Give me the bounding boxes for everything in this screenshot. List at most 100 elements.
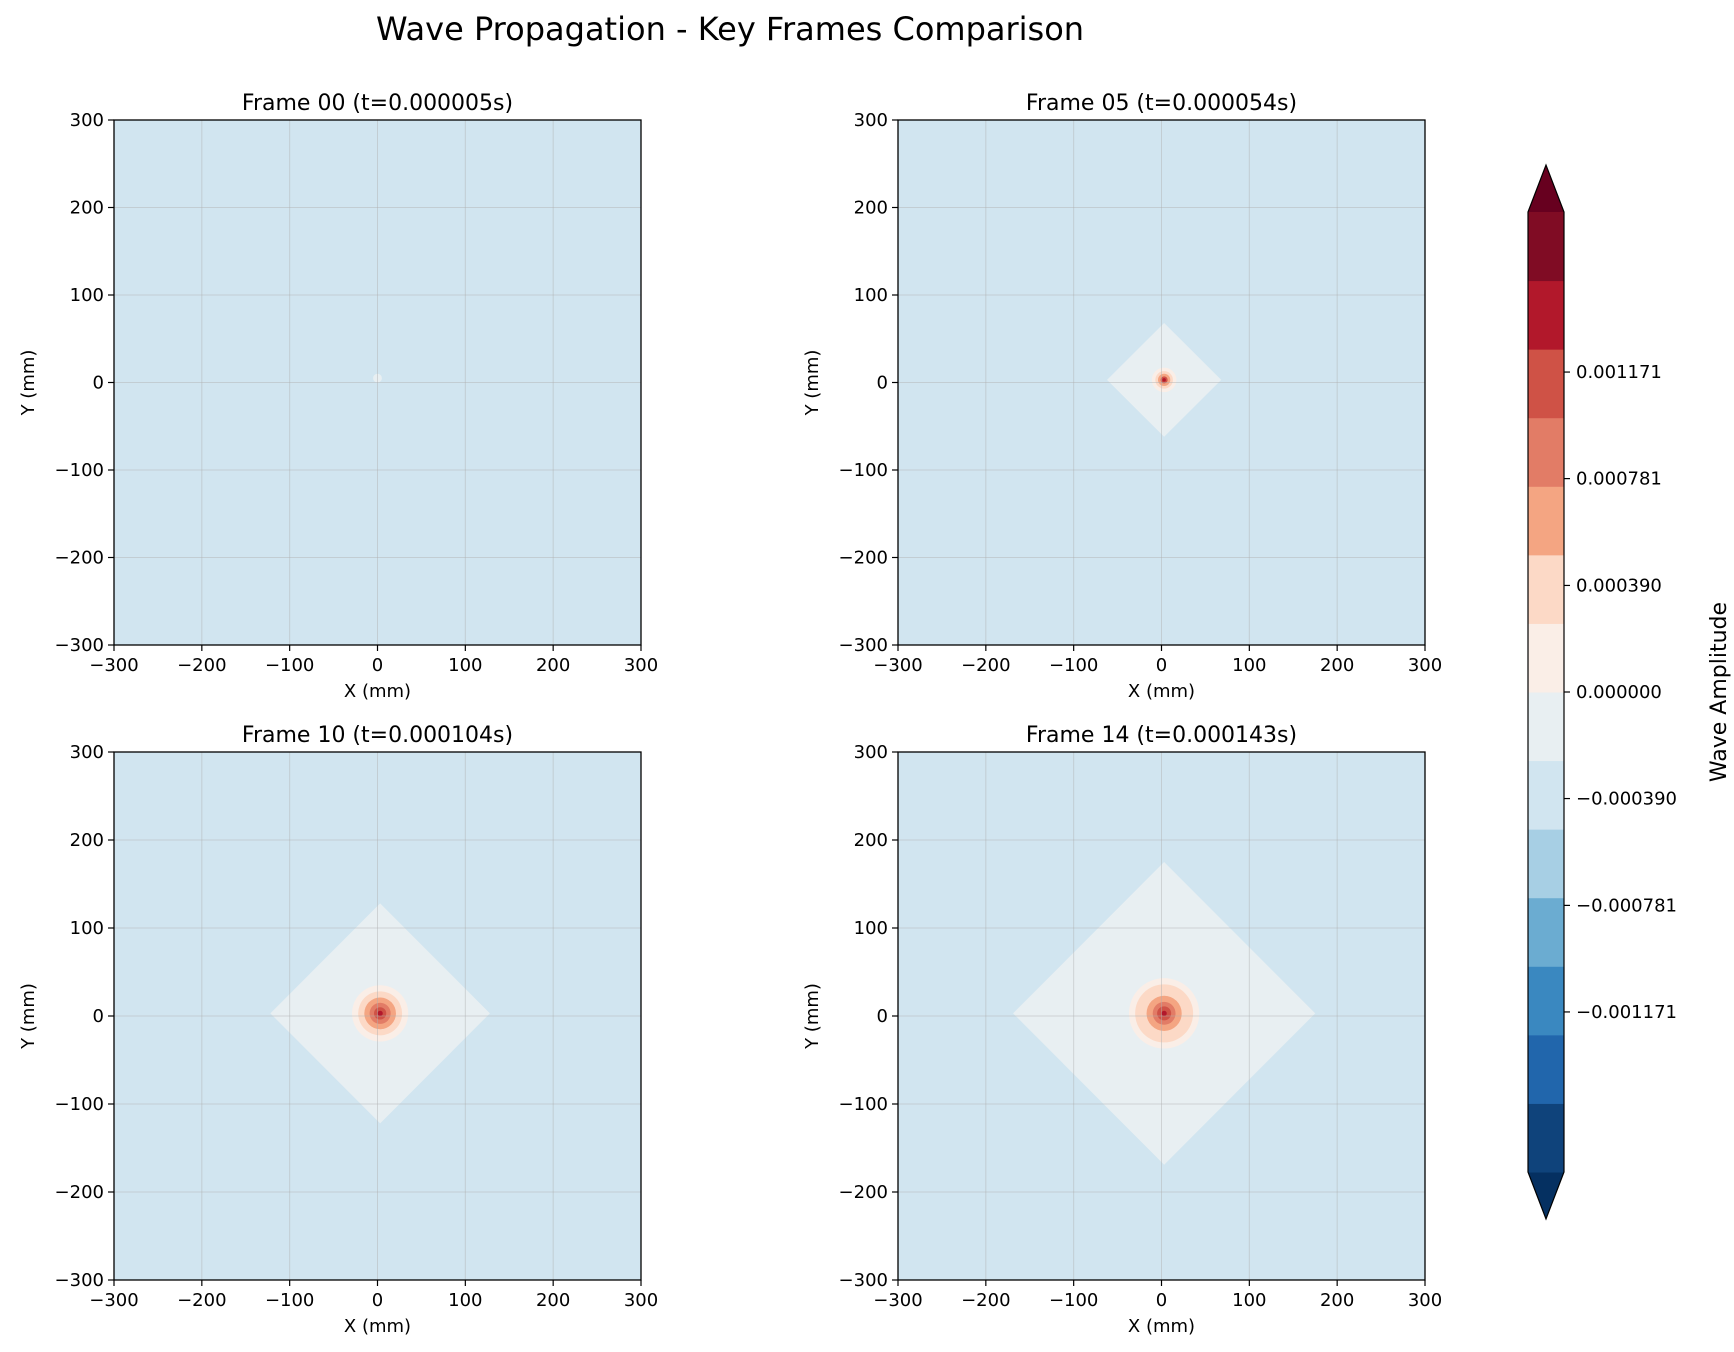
y-tick-label: 200 (70, 198, 104, 219)
y-tick-label: 200 (854, 830, 888, 851)
y-tick-label: −200 (839, 1182, 888, 1203)
x-tick-label: −300 (89, 655, 138, 676)
y-tick-label: 100 (70, 285, 104, 306)
x-tick-label: −100 (265, 655, 314, 676)
y-tick-label: 100 (854, 285, 888, 306)
y-tick-label: 100 (70, 918, 104, 939)
x-tick-label: −100 (265, 1290, 314, 1311)
colorbar-segment (1528, 623, 1564, 693)
x-tick-label: 200 (536, 655, 570, 676)
y-tick-label: −300 (55, 1270, 104, 1291)
wave-field (270, 903, 490, 1124)
x-tick-label: 0 (372, 655, 383, 676)
y-tick-label: 0 (877, 373, 888, 394)
x-tick-label: −200 (177, 1290, 226, 1311)
y-axis-label: Y (mm) (802, 983, 823, 1050)
colorbar-tick-label: 0.000781 (1576, 469, 1662, 490)
panel-title: Frame 00 (t=0.000005s) (242, 91, 513, 116)
y-tick-label: −100 (839, 1094, 888, 1115)
panel-3: −300 −200 −100 0 100 200 300 −300 −200 −100 0 100 20… (802, 723, 1442, 1337)
y-tick-label: −200 (839, 548, 888, 569)
y-tick-label: −300 (55, 635, 104, 656)
x-tick-label: 300 (624, 1290, 658, 1311)
colorbar-segment (1528, 692, 1564, 762)
x-tick-label: 100 (1232, 1290, 1266, 1311)
colorbar-outline (1527, 163, 1565, 1221)
x-axis-label: X (mm) (1128, 1316, 1195, 1337)
colorbar-segment (1528, 1103, 1564, 1173)
grid-lines (898, 120, 1425, 645)
x-axis-label: X (mm) (1128, 681, 1195, 702)
colorbar: −0.001171 −0.000781 −0.000390 0.000000 0.000… (1527, 163, 1732, 1221)
colorbar-segment (1528, 966, 1564, 1036)
x-tick-label: 0 (1156, 655, 1167, 676)
colorbar-segment (1528, 897, 1564, 967)
x-tick-label: −300 (89, 1290, 138, 1311)
colorbar-extend-min (1528, 1172, 1564, 1219)
y-tick-label: −100 (839, 460, 888, 481)
x-tick-label: −100 (1049, 1290, 1098, 1311)
x-axis-label: X (mm) (344, 681, 411, 702)
x-tick-label: 200 (1320, 1290, 1354, 1311)
colorbar-segment (1528, 554, 1564, 624)
colorbar-segment (1528, 349, 1564, 419)
x-tick-label: 300 (624, 655, 658, 676)
x-tick-label: 300 (1408, 655, 1442, 676)
colorbar-tick-label: −0.000390 (1576, 789, 1677, 810)
colorbar-segment (1528, 760, 1564, 830)
colorbar-tick-label: 0.001171 (1576, 362, 1662, 383)
x-tick-label: −300 (873, 655, 922, 676)
grid-lines (114, 120, 641, 645)
panel-0: −300 −200 −100 0 100 200 300 −300 −200 −100 0 100 20… (18, 91, 658, 702)
colorbar-segment (1528, 417, 1564, 487)
colorbar-label: Wave Amplitude (1707, 602, 1732, 782)
figure-title: Wave Propagation - Key Frames Comparison (376, 10, 1084, 48)
colorbar-segment (1528, 280, 1564, 350)
colorbar-segment (1528, 829, 1564, 899)
x-tick-label: 200 (536, 1290, 570, 1311)
amplitude-contour (1162, 378, 1166, 382)
colorbar-segment (1528, 212, 1564, 282)
x-tick-label: 0 (372, 1290, 383, 1311)
x-tick-label: −300 (873, 1290, 922, 1311)
y-tick-label: 0 (93, 373, 104, 394)
wave-field (373, 373, 382, 383)
y-tick-label: −100 (55, 460, 104, 481)
panel-title: Frame 10 (t=0.000104s) (242, 723, 513, 748)
colorbar-tick-label: 0.000000 (1576, 682, 1662, 703)
source-point (373, 373, 382, 383)
y-tick-label: 200 (854, 198, 888, 219)
panels: −300 −200 −100 0 100 200 300 −300 −200 −100 0 100 20… (18, 91, 1442, 1337)
panel-title: Frame 05 (t=0.000054s) (1026, 91, 1297, 116)
y-tick-label: 300 (70, 110, 104, 131)
y-axis-label: Y (mm) (18, 983, 39, 1050)
x-tick-label: 100 (448, 655, 482, 676)
x-axis-label: X (mm) (344, 1316, 411, 1337)
y-tick-label: 0 (93, 1006, 104, 1027)
y-tick-label: 0 (877, 1006, 888, 1027)
x-tick-label: −200 (961, 1290, 1010, 1311)
x-tick-label: 300 (1408, 1290, 1442, 1311)
grid-lines (114, 752, 641, 1280)
panel-1: −300 −200 −100 0 100 200 300 −300 −200 −100 0 100 20… (802, 91, 1442, 702)
panel-2: −300 −200 −100 0 100 200 300 −300 −200 −100 0 100 20… (18, 723, 658, 1337)
x-tick-label: 100 (448, 1290, 482, 1311)
y-tick-label: −200 (55, 1182, 104, 1203)
wave-field (1107, 323, 1222, 437)
grid-lines (898, 752, 1425, 1280)
y-axis-label: Y (mm) (802, 350, 823, 417)
colorbar-tick-label: −0.000781 (1576, 895, 1677, 916)
y-tick-label: −300 (839, 635, 888, 656)
colorbar-extend-max (1528, 165, 1564, 212)
x-tick-label: −200 (961, 655, 1010, 676)
amplitude-contour (377, 1010, 383, 1016)
colorbar-tick-label: −0.001171 (1576, 1002, 1677, 1023)
x-tick-label: −100 (1049, 655, 1098, 676)
amplitude-contour (1161, 1010, 1167, 1016)
x-tick-label: −200 (177, 655, 226, 676)
y-tick-label: 100 (854, 918, 888, 939)
panel-title: Frame 14 (t=0.000143s) (1026, 723, 1297, 748)
x-tick-label: 100 (1232, 655, 1266, 676)
y-axis-label: Y (mm) (18, 350, 39, 417)
